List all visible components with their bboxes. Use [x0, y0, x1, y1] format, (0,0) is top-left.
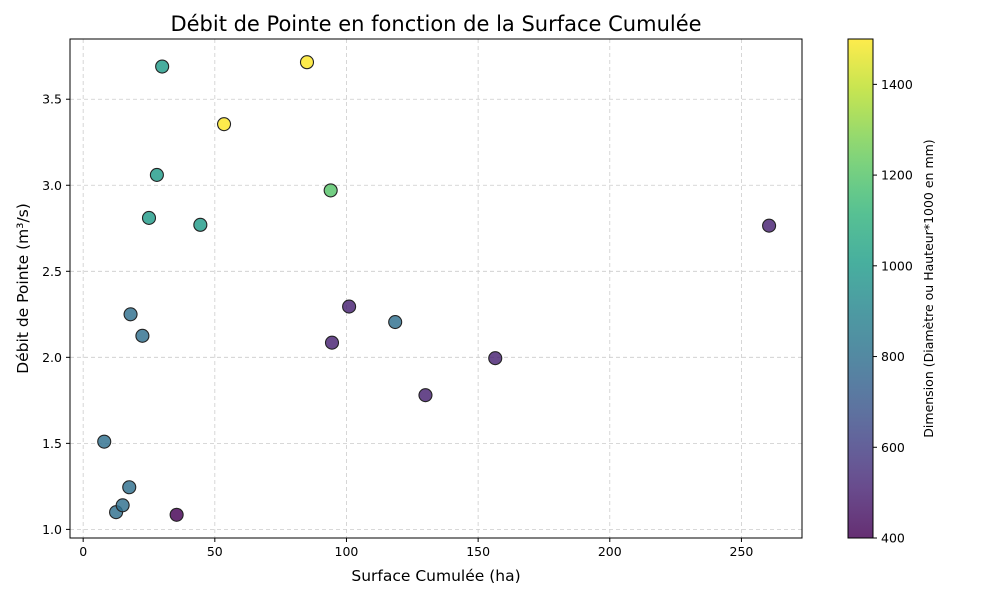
data-point	[216, 117, 232, 132]
colorbar-title: Dimension (Diamètre ou Hauteur*1000 en m…	[921, 139, 936, 437]
colorbar-tick-label: 600	[881, 440, 905, 455]
x-tick-label: 150	[466, 544, 490, 559]
y-tick-label: 2.5	[42, 264, 62, 279]
x-tick-label: 250	[730, 544, 754, 559]
data-point	[488, 351, 503, 366]
colorbar	[847, 38, 874, 539]
data-point	[135, 328, 150, 343]
data-point	[193, 217, 208, 232]
chart-title: Débit de Pointe en fonction de la Surfac…	[170, 12, 701, 36]
data-point	[141, 210, 157, 226]
y-tick-label: 2.0	[42, 350, 62, 365]
x-tick-label: 50	[207, 544, 223, 559]
data-point	[149, 167, 164, 182]
y-tick-label: 1.0	[42, 522, 62, 537]
y-axis-ticks: 1.0 1.5 2.0 2.5 3.0 3.5	[42, 92, 70, 537]
data-point	[169, 507, 184, 522]
y-tick-label: 3.5	[42, 92, 62, 107]
x-tick-label: 0	[79, 544, 87, 559]
colorbar-tick-label: 800	[881, 349, 905, 364]
y-tick-label: 1.5	[42, 436, 62, 451]
data-points	[97, 55, 777, 522]
plot-frame	[69, 38, 803, 539]
colorbar-ticks: 400 600 800 1000 1200 1400	[873, 77, 913, 546]
data-point	[342, 299, 357, 314]
data-point	[299, 55, 315, 70]
colorbar-tick-label: 1000	[881, 258, 913, 273]
y-tick-label: 3.0	[42, 178, 62, 193]
data-point	[155, 59, 170, 74]
data-point	[323, 183, 338, 198]
x-axis-ticks: 0 50 100 150 200 250	[79, 538, 753, 559]
colorbar-tick-label: 1400	[881, 77, 913, 92]
data-point	[418, 388, 433, 403]
data-point	[122, 480, 137, 495]
data-point	[123, 307, 138, 322]
grid-lines	[70, 39, 802, 538]
x-axis-title: Surface Cumulée (ha)	[351, 567, 520, 585]
y-axis-title: Débit de Pointe (m³/s)	[14, 203, 32, 374]
data-point	[388, 315, 403, 330]
colorbar-tick-label: 1200	[881, 168, 913, 183]
data-point	[762, 218, 777, 233]
data-point	[324, 335, 340, 350]
data-point	[97, 434, 112, 449]
x-tick-label: 200	[598, 544, 622, 559]
colorbar-tick-label: 400	[881, 531, 905, 546]
data-point	[115, 498, 130, 513]
x-tick-label: 100	[335, 544, 359, 559]
